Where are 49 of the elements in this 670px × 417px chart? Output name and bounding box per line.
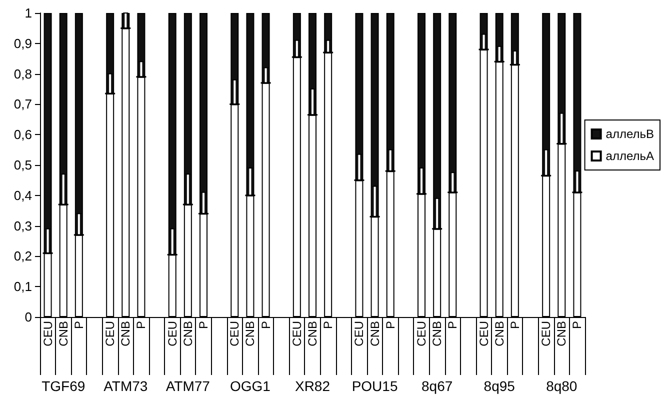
- x-tick-label: CEU: [539, 321, 554, 346]
- text: 8q80: [546, 378, 578, 394]
- x-tick-label: CNB: [554, 321, 569, 346]
- x-tick-label: CNB: [56, 321, 70, 346]
- legend-label: аллельB: [606, 127, 654, 141]
- text: 8q95: [484, 378, 516, 394]
- y-tick-label: 0,3: [14, 218, 32, 234]
- x-tick-label: P: [72, 321, 86, 330]
- y-tick-label: 0,5: [14, 158, 32, 172]
- y-tick-label: 0,8: [14, 66, 32, 82]
- text: XR82: [294, 378, 330, 394]
- y-tick-label: 0,9: [14, 36, 32, 51]
- x-tick-label: P: [134, 321, 148, 330]
- text: TGF69: [42, 378, 86, 394]
- x-tick-label: CEU: [352, 321, 366, 346]
- y-tick-label: 0,1: [14, 279, 32, 294]
- y-tick-label: 0,6: [14, 127, 32, 142]
- y-tick-label: 0,7: [14, 96, 32, 112]
- y-tick-label: 0,4: [14, 188, 32, 203]
- text: ATM77: [166, 378, 210, 394]
- x-tick-label: CNB: [118, 321, 133, 346]
- x-tick-label: CNB: [368, 321, 382, 346]
- legend-label: аллельA: [606, 149, 654, 163]
- y-tick-label: 1: [24, 6, 32, 20]
- x-tick-label: P: [258, 321, 273, 330]
- y-tick-label: 0: [24, 310, 32, 324]
- x-tick-label: CEU: [476, 321, 491, 346]
- x-tick-label: CNB: [243, 321, 258, 346]
- text: POU15: [352, 378, 398, 394]
- text: ATM73: [104, 378, 148, 394]
- x-tick-label: CEU: [414, 321, 428, 346]
- x-tick-label: P: [570, 321, 584, 330]
- x-tick-label: P: [508, 321, 522, 330]
- x-tick-label: CEU: [40, 321, 55, 346]
- x-tick-label: P: [383, 321, 398, 330]
- x-tick-label: P: [321, 321, 336, 330]
- x-tick-label: CNB: [306, 321, 320, 346]
- y-tick-label: 0,2: [14, 248, 32, 264]
- x-tick-label: CNB: [492, 321, 506, 346]
- x-tick-label: P: [446, 321, 460, 330]
- x-tick-label: CNB: [430, 321, 444, 346]
- x-tick-label: CEU: [290, 321, 304, 346]
- x-tick-label: CEU: [165, 321, 180, 346]
- x-tick-label: CEU: [103, 321, 118, 346]
- x-tick-label: CEU: [228, 321, 242, 346]
- text: 8q67: [421, 378, 453, 394]
- x-tick-label: CNB: [180, 321, 195, 346]
- text: OGG1: [230, 378, 271, 394]
- x-tick-label: P: [196, 321, 210, 330]
